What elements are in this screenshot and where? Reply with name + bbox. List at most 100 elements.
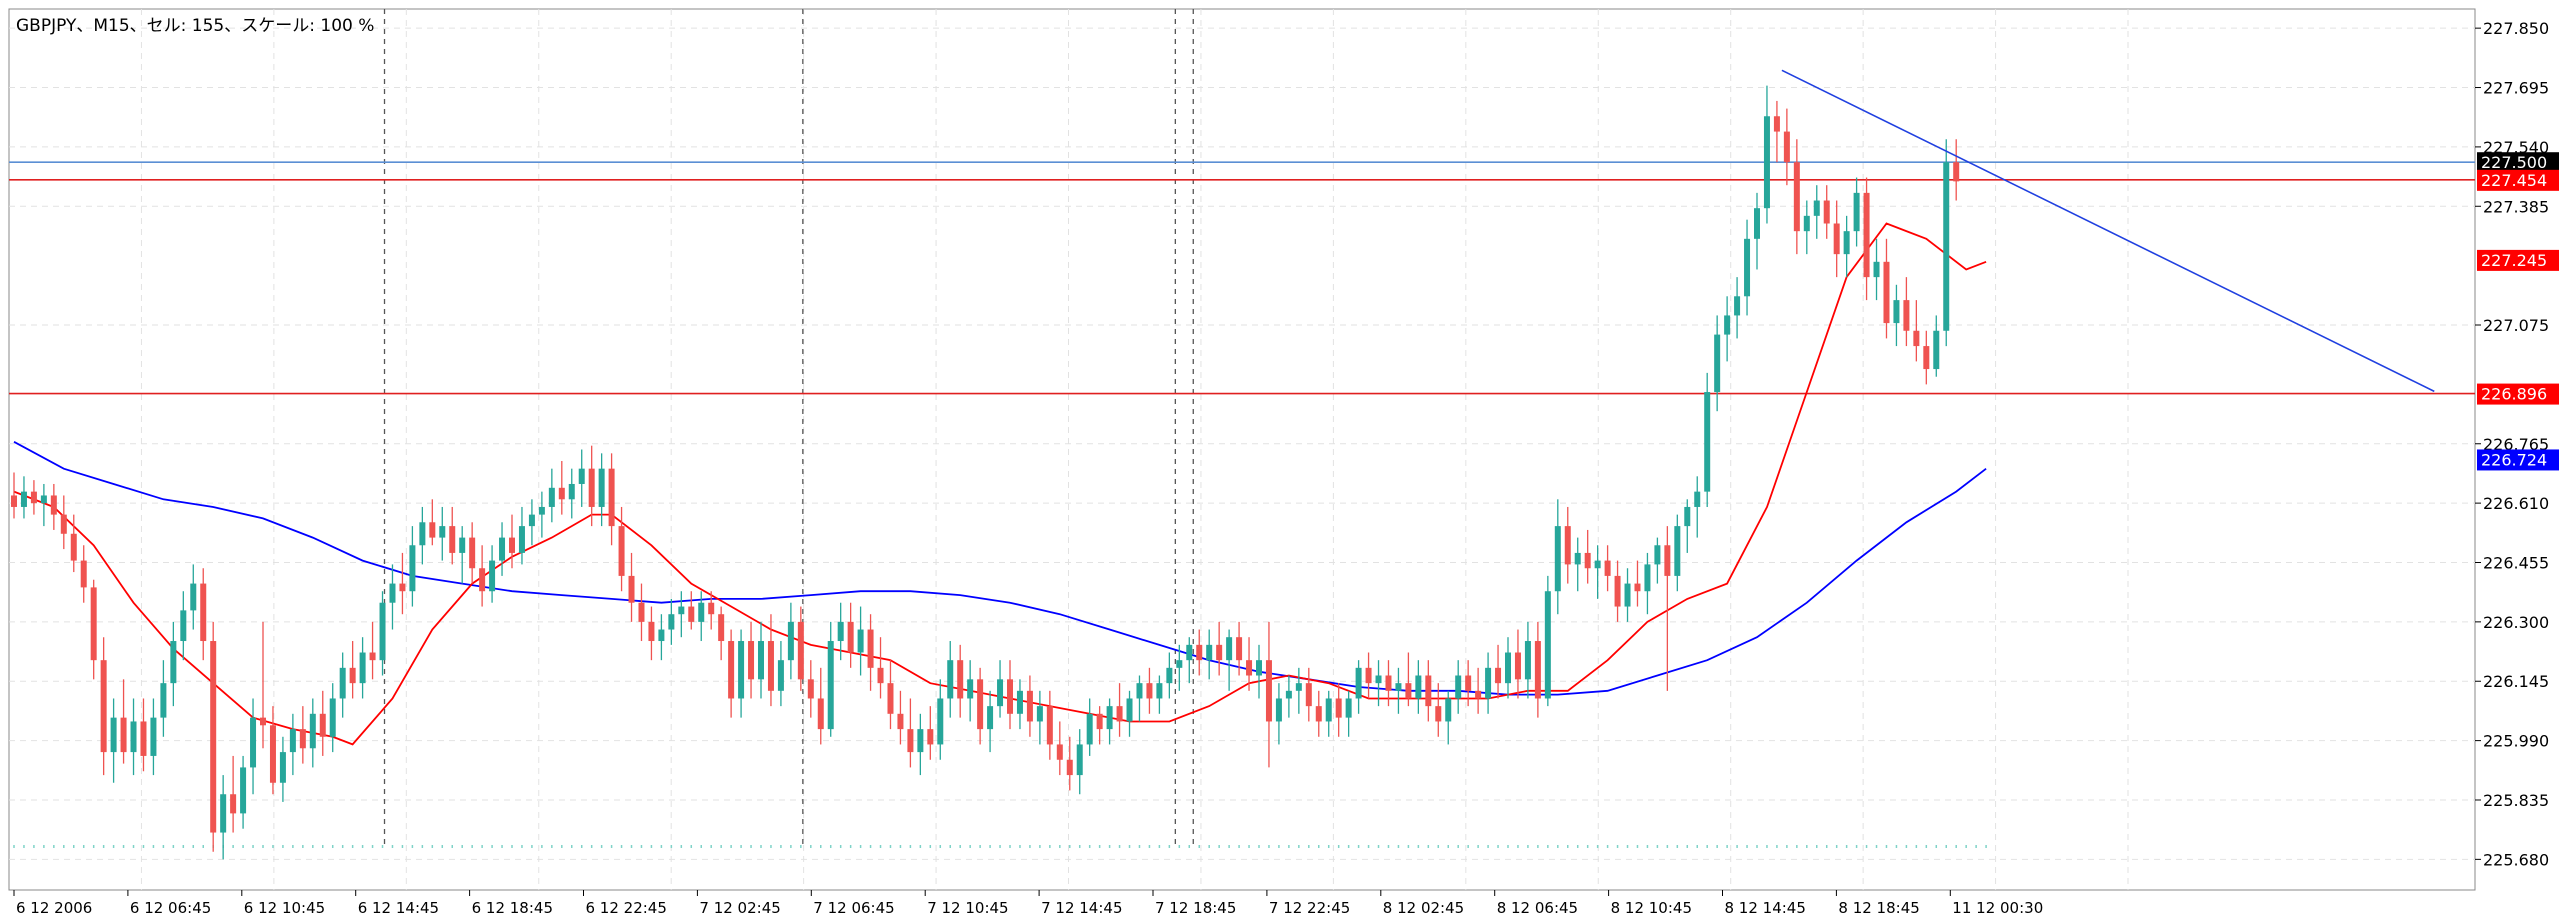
plot-area[interactable] [8,8,2476,891]
candle-body [1524,641,1531,680]
candle-body [1754,208,1760,239]
candle-body [1415,675,1422,699]
x-tick-label: 6 12 14:45 [358,899,439,917]
candle-body [1445,698,1452,722]
candle-body [1405,683,1412,699]
candle-body [1594,560,1601,569]
candle-body [439,526,446,538]
candle-body [1664,545,1671,576]
candle-body [1086,713,1093,745]
candle-body [1505,652,1511,684]
candle-body [220,794,227,833]
price-axis[interactable]: 227.850 227.695 227.540 227.385 227.075 226.7… [2475,19,2549,869]
candle-body [1036,706,1043,722]
x-tick-label: 7 12 10:45 [927,899,1008,917]
candle-body [279,752,286,783]
candle-body [1883,261,1890,324]
candle-body [309,713,316,749]
candle-body [419,522,426,546]
x-tick-label: 7 12 22:45 [1269,899,1350,917]
time-axis[interactable]: 6 12 2006 6 12 06:45 6 12 10:45 6 12 14:45 6… [13,890,2043,917]
horizontal-lines[interactable] [9,161,2475,395]
candle-body [628,575,635,603]
y-tick-label: 226.765 [2483,435,2549,454]
candle-body [289,729,296,753]
candle-body [1186,644,1193,661]
x-tick-label: 7 12 14:45 [1041,899,1122,917]
candle-body [947,660,954,699]
candle-body [1803,215,1810,232]
candle-body [1196,644,1203,661]
candle-body [718,614,725,642]
candle-body [1604,560,1611,576]
candle-body [1176,660,1183,668]
candle-body [1295,683,1302,691]
candle-body [1554,526,1561,592]
candle-body [518,526,525,553]
candle-body [847,621,854,653]
candle-body [1206,644,1213,661]
y-tick-label: 227.695 [2483,79,2549,98]
candle-body [1275,698,1282,722]
candle-body [1146,683,1153,699]
candle-body [1007,679,1013,714]
candle-body [299,729,306,749]
candle-body [180,610,187,642]
candle-body [1574,552,1581,565]
x-tick-label: 8 12 18:45 [1838,899,1919,917]
candle-body [1773,116,1780,132]
x-tick-label: 7 12 18:45 [1155,899,1236,917]
candle-body [260,717,266,726]
candle-body [120,717,127,753]
chart-title: GBPJPY、M15、セル: 155、スケール: 100 % [16,16,374,36]
candle-body [1116,706,1123,722]
candle-body [728,641,735,699]
x-tick-label: 11 12 00:30 [1952,899,2043,917]
candle-body [1704,392,1711,492]
candle-body [409,545,416,592]
candle-body [250,717,257,768]
candle-body [269,725,276,783]
candle-body [1853,192,1860,232]
candle-body [489,560,496,592]
x-tick-label: 8 12 02:45 [1383,899,1464,917]
candle-body [1106,706,1113,730]
candle-body [837,621,844,642]
candle-body [1893,300,1900,324]
candle-body [1923,346,1930,370]
y-tick-label: 226.300 [2483,613,2549,632]
candle-body [777,660,784,691]
x-tick-label: 6 12 22:45 [586,899,667,917]
candle-body [379,602,386,661]
candle-body [160,683,167,718]
candle-body [1026,690,1033,722]
price-label-text: 226.724 [2481,450,2547,469]
candle-body [1584,552,1591,569]
candle-body [210,641,217,833]
price-label-box [2477,449,2559,471]
candle-body [399,583,406,592]
candle-body [240,767,247,814]
candle-body [1913,330,1920,347]
trendline[interactable] [1781,69,2435,393]
candle-body [1943,162,1950,331]
candle-body [459,537,466,553]
y-tick-label: 227.385 [2483,197,2549,216]
y-tick-label: 227.540 [2483,138,2549,157]
candle-body [1724,315,1731,335]
candle-body [60,514,67,534]
candle-body [1315,706,1322,722]
candle-body [1624,583,1631,607]
candle-body [648,621,655,642]
candle-body [1833,223,1840,255]
candle-body [11,495,17,507]
candle-body [1654,545,1661,565]
candle-body [1843,231,1850,255]
candle-body [1355,667,1362,699]
candle-body [1863,192,1870,278]
x-tick-label: 8 12 06:45 [1497,899,1578,917]
candle-body [1485,667,1492,699]
